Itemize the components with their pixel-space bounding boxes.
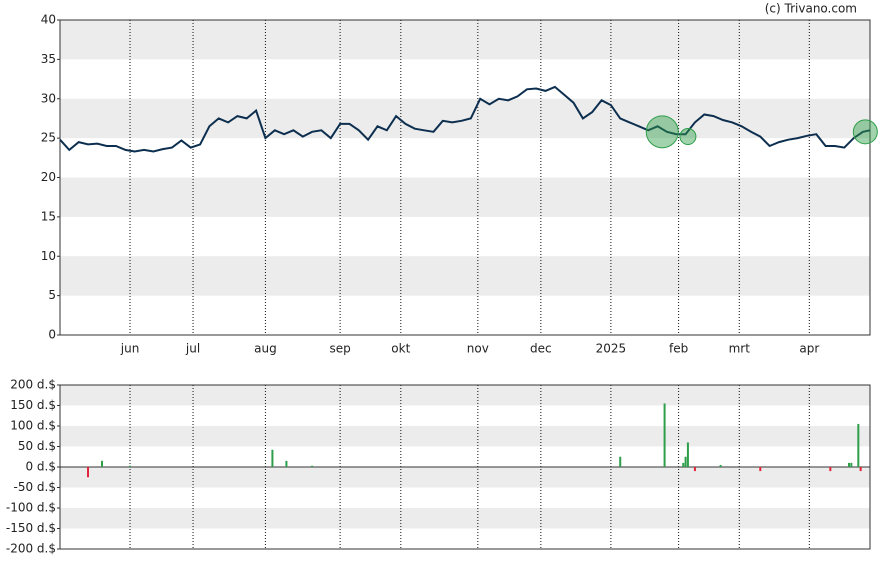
x-tick-label: dec <box>530 342 552 356</box>
bar <box>850 462 853 467</box>
y-tick-label: 25 <box>41 131 56 145</box>
band <box>60 467 870 488</box>
y-tick-label: 50 d.$ <box>18 439 56 453</box>
bar <box>101 460 104 467</box>
x-tick-label: okt <box>391 342 410 356</box>
bar <box>87 467 90 478</box>
bar <box>129 465 132 467</box>
y-tick-label: 40 <box>41 13 56 27</box>
bar <box>619 456 622 467</box>
event-bubble <box>852 119 878 145</box>
bar <box>857 423 860 467</box>
y-tick-label: 150 d.$ <box>10 398 56 412</box>
x-tick-label: mrt <box>729 342 751 356</box>
bar <box>859 467 862 472</box>
y-tick-label: -200 d.$ <box>6 542 56 556</box>
y-tick-label: 5 <box>48 288 56 302</box>
band <box>60 177 870 217</box>
bar <box>271 449 274 467</box>
x-tick-label: aug <box>254 342 277 356</box>
y-tick-label: 0 d.$ <box>25 460 56 474</box>
y-tick-label: 15 <box>41 209 56 223</box>
y-tick-label: 10 <box>41 249 56 263</box>
bar <box>829 467 832 472</box>
plot-frame <box>59 19 871 336</box>
bar <box>311 465 314 467</box>
watermark: (c) Trivano.com <box>765 2 857 16</box>
y-tick-label: -100 d.$ <box>6 501 56 515</box>
event-bubble <box>679 128 697 146</box>
x-tick-label: jul <box>185 342 200 356</box>
x-tick-label: apr <box>799 342 819 356</box>
band <box>60 256 870 296</box>
x-tick-label: jun <box>120 342 140 356</box>
y-tick-label: 20 <box>41 170 56 184</box>
band <box>60 385 870 406</box>
band <box>60 508 870 529</box>
y-tick-label: 30 <box>41 91 56 105</box>
bar <box>663 403 666 467</box>
bar <box>285 460 288 467</box>
price-line <box>59 85 871 153</box>
y-tick-label: -50 d.$ <box>14 480 56 494</box>
bar <box>682 462 685 467</box>
bar <box>759 467 762 472</box>
x-tick-label: 2025 <box>596 342 627 356</box>
event-bubble <box>645 115 679 149</box>
y-tick-label: 0 <box>48 328 56 342</box>
y-tick-label: 100 d.$ <box>10 419 56 433</box>
band <box>60 426 870 447</box>
bar <box>847 462 850 467</box>
bar <box>686 442 689 467</box>
bar <box>684 456 687 467</box>
x-tick-label: sep <box>329 342 350 356</box>
band <box>60 20 870 60</box>
bar <box>719 464 722 467</box>
band <box>60 98 870 139</box>
y-tick-label: 200 d.$ <box>10 378 56 392</box>
x-tick-label: nov <box>467 342 489 356</box>
bar <box>693 467 696 472</box>
x-tick-label: feb <box>669 342 688 356</box>
y-tick-label: 35 <box>41 52 56 66</box>
y-tick-label: -150 d.$ <box>6 521 56 535</box>
